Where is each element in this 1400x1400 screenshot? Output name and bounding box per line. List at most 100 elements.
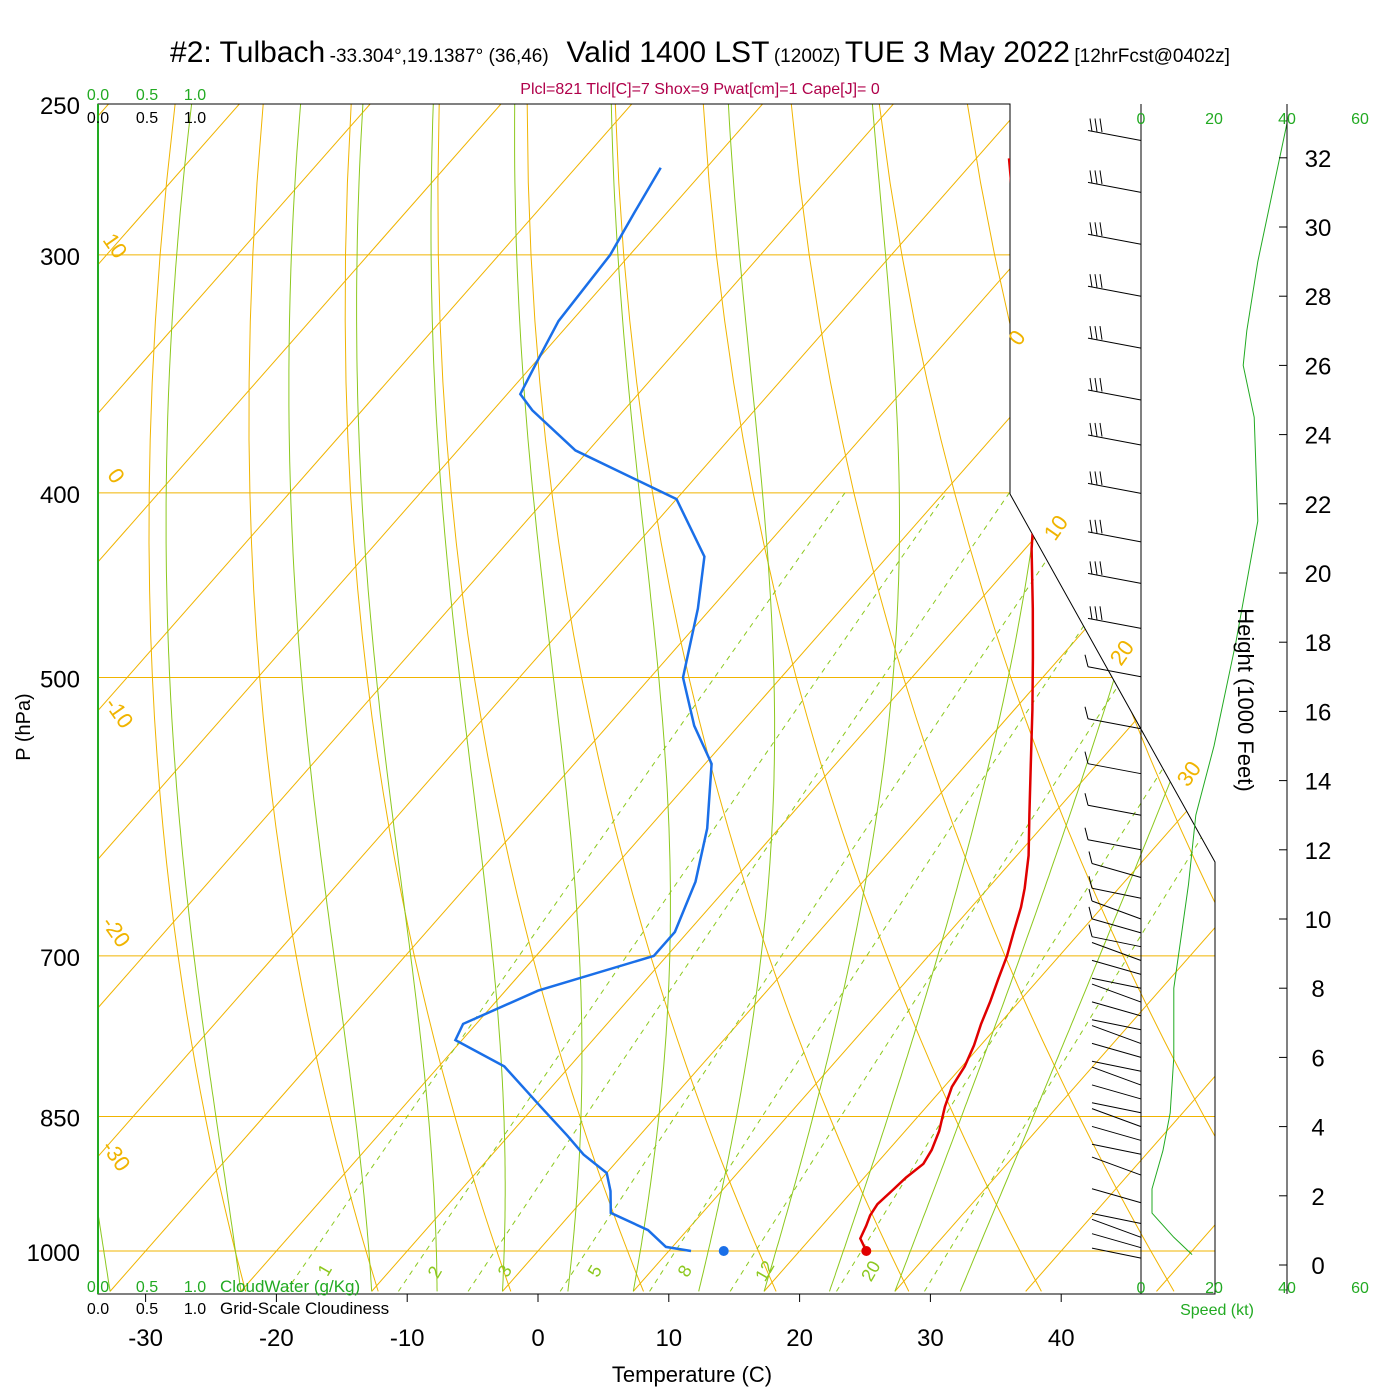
wind-barb-flag [1089, 422, 1093, 437]
wind-speed-profile-line [1151, 123, 1288, 1255]
isotherm-line [98, 104, 894, 1292]
isotherm-line [240, 104, 1215, 1292]
mixing-ratio-line [285, 492, 846, 1292]
wind-barb [1091, 1247, 1142, 1259]
mixing-ratio-label: 12 [751, 1257, 778, 1284]
height-tick-label: 2 [1311, 1184, 1324, 1211]
isotherm-line [98, 104, 633, 1292]
wind-barb-flag [1099, 222, 1103, 236]
mixing-ratio-line [467, 492, 1010, 1292]
wind-barb-flag [1099, 606, 1103, 621]
wind-barb [1091, 1156, 1142, 1176]
wind-barb-flag [1088, 876, 1093, 889]
isotherm-line [371, 104, 1215, 1292]
moist-adiabat-line [959, 104, 1215, 1292]
valid-utc: (1200Z) [773, 46, 841, 67]
dry-adiabat-line [878, 104, 1215, 1292]
moist-adiabat-line [698, 104, 776, 1292]
x-tick-label: 30 [917, 1325, 944, 1352]
wind-barb-flag [1088, 924, 1093, 937]
wind-barb-flag [1099, 519, 1103, 534]
wind-barb-flag [1089, 606, 1093, 620]
moist-adiabat-line [763, 104, 900, 1292]
dewpoint-profile-line [453, 167, 713, 1253]
dry-adiabat-line [702, 104, 1042, 1292]
x-tick-label: 10 [655, 1325, 682, 1352]
wind-barb-flag [1099, 274, 1103, 288]
wind-barb-flag [1099, 326, 1103, 340]
wind-barb-flag [1084, 654, 1089, 667]
mixing-ratio-label: 3 [494, 1262, 516, 1281]
wind-barb-flag [1094, 274, 1098, 288]
moist-adiabat-line [356, 104, 438, 1292]
wind-barb [1091, 1066, 1142, 1086]
wind-barb [1087, 130, 1142, 141]
isotherm-line [1156, 104, 1215, 1292]
wind-barb-flag [1094, 422, 1098, 437]
wind-barb-flag [1099, 377, 1103, 392]
isotherm-label: -30 [97, 1136, 136, 1176]
wind-barb [1091, 936, 1142, 948]
isotherm-label: 0 [1003, 326, 1031, 350]
dry-adiabat-line [1054, 104, 1215, 1292]
wind-barb-flag [1089, 471, 1093, 485]
wind-barb [1087, 233, 1142, 245]
pressure-tick-label: 850 [40, 1106, 80, 1133]
isotherm-line [109, 104, 1156, 1292]
dry-adiabat-line [790, 104, 1175, 1292]
wind-barb-flag [1094, 519, 1098, 534]
x-tick-label: 20 [786, 1325, 813, 1352]
wind-barb [1091, 1143, 1142, 1155]
pressure-tick-label: 300 [40, 244, 80, 271]
dry-adiabat-line [437, 104, 644, 1292]
cloudiness-bottom-tick: 0.0 [87, 1301, 109, 1318]
x-tick-label: 40 [1048, 1325, 1075, 1352]
isotherm-label: -10 [100, 693, 139, 733]
wind-barb-flag [1084, 793, 1089, 806]
wind-barb [1091, 918, 1142, 934]
isotherm-line [98, 104, 502, 1292]
isotherm-line [98, 104, 1025, 1292]
isotherm-line [763, 104, 1215, 1292]
isotherm-label: 10 [1039, 511, 1074, 545]
wind-barb [1087, 531, 1142, 543]
wind-barb-flag [1089, 170, 1093, 184]
wind-barb [1087, 804, 1142, 816]
isotherm-line [632, 104, 1215, 1292]
wind-barb [1091, 1025, 1142, 1045]
cloudiness-bottom-tick: 1.0 [184, 1301, 206, 1318]
x-tick-label: 0 [531, 1325, 544, 1352]
wind-barb-flag [1094, 606, 1098, 620]
wind-barb [1087, 666, 1142, 678]
wind-barb [1091, 1084, 1142, 1100]
wind-barb-flag [1099, 170, 1103, 185]
wind-barb-flag [1084, 706, 1089, 719]
moist-adiabat-line [894, 104, 1215, 1292]
cloudiness-label: Grid-Scale Cloudiness [220, 1299, 389, 1318]
wind-barb [1091, 1212, 1142, 1224]
wind-barb [1091, 1019, 1142, 1031]
wind-barb-flag [1089, 118, 1093, 132]
wind-barb-flag [1099, 561, 1103, 576]
isotherm-line [1025, 104, 1215, 1292]
height-tick-label: 20 [1305, 561, 1332, 588]
x-axis-label: Temperature (C) [612, 1362, 772, 1387]
isotherm-label: 30 [1172, 757, 1207, 791]
cloudwater-bottom-tick: 0.0 [87, 1279, 109, 1296]
wind-barb [1091, 1233, 1142, 1249]
wind-barb [1091, 1060, 1142, 1072]
dry-adiabat-line [1320, 104, 1400, 1291]
wind-barb-flag [1094, 222, 1098, 236]
isotherm-label: -20 [97, 912, 136, 952]
wind-barb [1091, 977, 1142, 989]
wind-barb [1091, 1188, 1142, 1204]
x-tick-label: -20 [259, 1325, 294, 1352]
cloudwater-bottom-tick: 0.5 [136, 1279, 158, 1296]
temperature-profile-line [858, 158, 1037, 1252]
isotherm-label: 0 [102, 464, 130, 488]
wind-barb [1091, 1108, 1142, 1128]
height-tick-label: 30 [1305, 215, 1332, 242]
wind-barb [1091, 900, 1142, 920]
dry-adiabat-line [148, 104, 247, 1292]
